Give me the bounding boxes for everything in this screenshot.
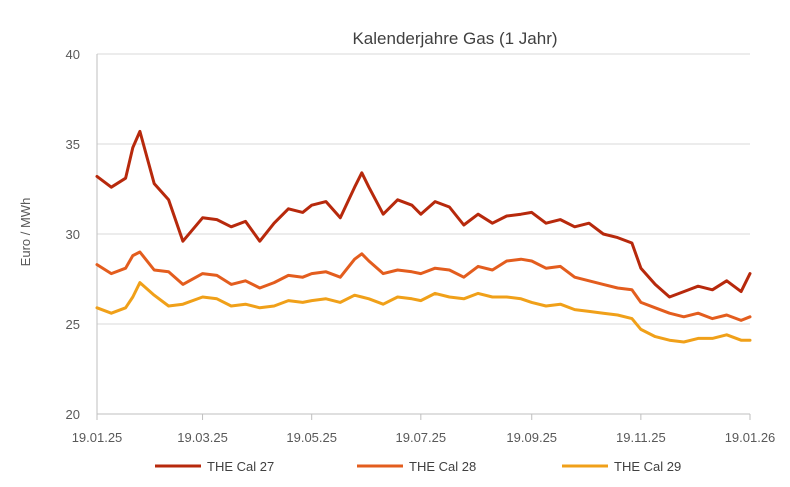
x-tick-label: 19.01.26 — [725, 430, 776, 445]
legend-label: THE Cal 27 — [207, 459, 274, 474]
legend-label: THE Cal 28 — [409, 459, 476, 474]
x-tick-label: 19.05.25 — [286, 430, 337, 445]
x-tick-label: 19.01.25 — [72, 430, 123, 445]
series-lines — [95, 129, 752, 344]
y-tick-label: 20 — [66, 407, 80, 422]
legend-label: THE Cal 29 — [614, 459, 681, 474]
gridlines — [97, 53, 750, 325]
x-tick-label: 19.11.25 — [616, 430, 666, 445]
y-axis-label: Euro / MWh — [18, 198, 33, 267]
y-tick-label: 40 — [66, 47, 80, 62]
series-line — [95, 281, 752, 344]
axes: 20 25 30 35 40 19.01.25 19.03.25 19.05.25 19.07.… — [66, 47, 776, 445]
x-tick-label: 19.07.25 — [396, 430, 447, 445]
series-line — [95, 250, 752, 322]
y-tick-label: 30 — [66, 227, 80, 242]
series-line — [95, 129, 752, 299]
y-tick-label: 25 — [66, 317, 80, 332]
x-tick-label: 19.09.25 — [506, 430, 557, 445]
legend: THE Cal 27 THE Cal 28 THE Cal 29 — [155, 459, 681, 474]
chart-title: Kalenderjahre Gas (1 Jahr) — [352, 29, 557, 48]
y-tick-label: 35 — [66, 137, 80, 152]
x-tick-label: 19.03.25 — [177, 430, 228, 445]
